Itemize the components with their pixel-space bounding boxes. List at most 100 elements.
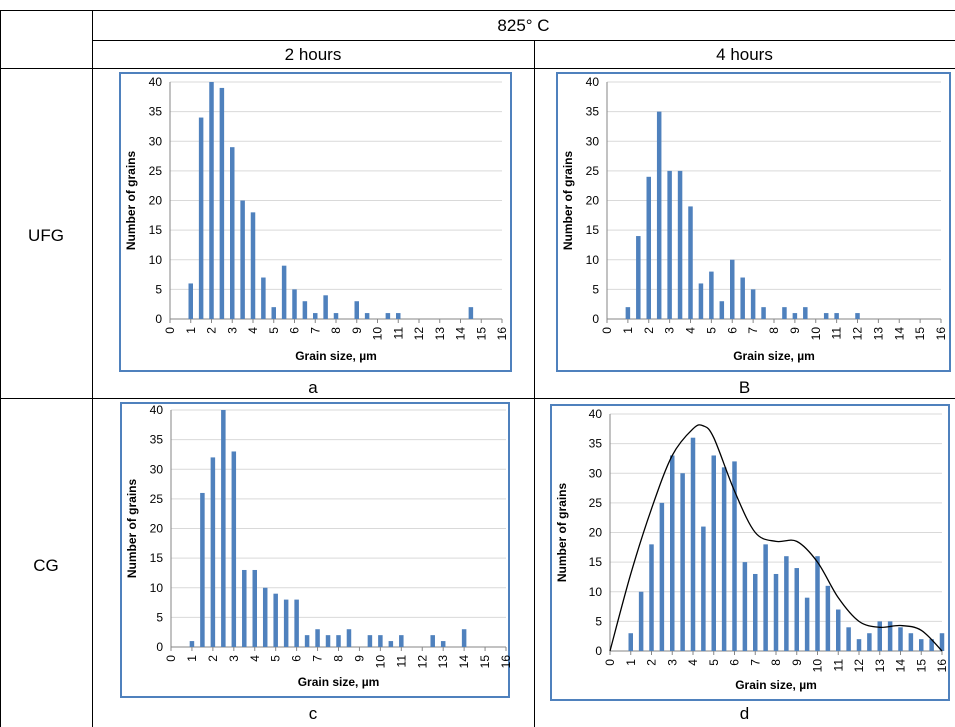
bar-12 (856, 639, 862, 651)
y-tick-label: 10 (150, 581, 164, 595)
caption-c: c (308, 704, 318, 723)
x-tick-label: 13 (433, 327, 447, 341)
x-tick-label: 0 (164, 655, 178, 662)
x-tick-label: 3 (663, 327, 677, 334)
table-line-col1 (92, 10, 93, 727)
bar-5 (709, 271, 714, 319)
x-tick-label: 14 (894, 659, 908, 673)
y-tick-label: 20 (589, 526, 603, 540)
x-tick-label: 14 (454, 327, 468, 341)
bar-13 (440, 641, 446, 647)
bar-9.5 (804, 597, 810, 651)
bar-15.5 (929, 639, 934, 651)
bar-3.5 (677, 170, 683, 319)
bar-14 (898, 627, 903, 651)
x-tick-label: 7 (748, 659, 762, 666)
x-tick-label: 16 (499, 655, 510, 669)
bar-10 (378, 635, 383, 647)
y-tick-label: 30 (586, 134, 600, 148)
bar-3 (231, 451, 237, 647)
bar-6 (294, 599, 299, 647)
x-tick-label: 11 (391, 327, 405, 340)
bar-8 (333, 313, 339, 319)
bar-7 (753, 573, 758, 651)
bar-5.5 (281, 265, 287, 319)
y-tick-label: 35 (150, 433, 164, 447)
bar-1 (189, 641, 195, 647)
bar-5 (271, 307, 276, 319)
x-axis-title: Grain size, µm (733, 349, 815, 363)
x-tick-label: 16 (934, 327, 948, 341)
bar-10.5 (385, 313, 391, 319)
bar-8.5 (346, 629, 352, 647)
x-axis-title: Grain size, µm (298, 675, 380, 689)
y-tick-label: 5 (156, 610, 163, 624)
x-tick-label: 2 (645, 659, 659, 666)
bar-9.5 (803, 307, 808, 319)
bar-7 (313, 313, 318, 319)
y-tick-label: 35 (586, 105, 600, 119)
y-tick-label: 25 (149, 164, 163, 178)
bar-16 (939, 633, 945, 651)
bar-1.5 (638, 591, 644, 651)
x-tick-label: 1 (624, 659, 638, 666)
x-tick-label: 0 (603, 659, 617, 666)
x-tick-label: 15 (474, 327, 488, 341)
bar-3.5 (680, 473, 685, 651)
trend-curve (609, 424, 943, 652)
y-tick-label: 40 (586, 75, 600, 89)
x-tick-label: 6 (728, 659, 742, 666)
x-tick-label: 15 (913, 327, 927, 341)
bar-10.5 (388, 641, 394, 647)
x-tick-label: 9 (788, 327, 802, 334)
column-header-4-hours: 4 hours (716, 45, 773, 64)
bar-2.5 (221, 410, 226, 647)
bar-13 (877, 621, 882, 651)
bar-4 (690, 437, 696, 651)
bar-8 (773, 573, 779, 651)
bar-9.5 (367, 635, 373, 647)
x-tick-label: 2 (642, 327, 656, 334)
bar-1 (188, 283, 193, 319)
y-tick-label: 30 (150, 462, 164, 476)
bar-3 (230, 147, 235, 319)
bar-15 (919, 639, 924, 651)
bar-9 (792, 313, 798, 319)
caption-b: B (738, 378, 751, 397)
y-axis-title: Number of grains (125, 479, 139, 579)
bar-3.5 (242, 569, 247, 647)
bar-2.5 (659, 502, 665, 651)
bar-2 (649, 544, 654, 651)
y-tick-label: 20 (150, 522, 164, 536)
y-tick-label: 40 (149, 75, 163, 89)
bar-3 (667, 170, 672, 319)
x-tick-label: 9 (790, 659, 804, 666)
x-tick-label: 7 (311, 655, 325, 662)
x-tick-label: 15 (914, 659, 928, 673)
x-tick-label: 0 (600, 327, 614, 334)
row-label-cg: CG (33, 556, 59, 575)
bar-7.5 (325, 635, 331, 647)
x-tick-label: 8 (767, 327, 781, 334)
x-tick-label: 9 (352, 655, 366, 662)
bar-1.5 (636, 236, 641, 319)
bar-10.5 (823, 313, 829, 319)
x-tick-label: 6 (288, 327, 302, 334)
x-axis-title: Grain size, µm (295, 349, 377, 363)
bar-11 (836, 609, 841, 651)
x-tick-label: 4 (686, 659, 700, 666)
y-tick-label: 35 (589, 437, 603, 451)
chart-b-frame (556, 72, 951, 372)
bar-8.5 (784, 556, 789, 651)
bar-5.5 (283, 599, 289, 647)
y-tick-label: 0 (156, 640, 163, 654)
x-tick-label: 16 (495, 327, 509, 341)
bar-7.5 (761, 307, 766, 319)
column-header-2-hours: 2 hours (284, 45, 342, 64)
x-tick-label: 8 (769, 659, 783, 666)
x-tick-label: 3 (227, 655, 241, 662)
bar-3.5 (240, 200, 245, 319)
bar-14.5 (468, 307, 474, 319)
